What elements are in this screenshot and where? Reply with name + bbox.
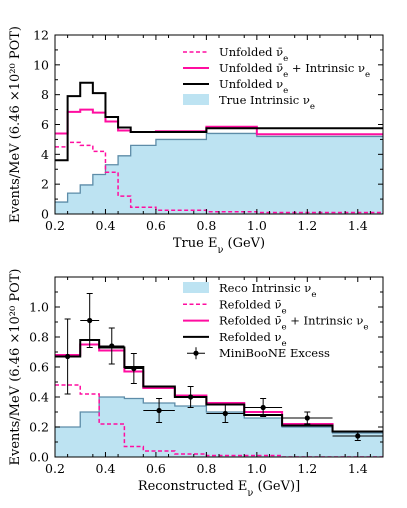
y-tick-label: 0.0 <box>29 450 49 465</box>
y-tick-label: 1.0 <box>29 300 49 315</box>
y-tick-label: 12 <box>33 28 49 43</box>
excess-point <box>222 410 228 417</box>
x-tick-label: 0.8 <box>196 218 216 233</box>
y-tick-label: 10 <box>33 57 49 72</box>
excess-point <box>65 353 71 360</box>
legend-label-ref_nuebar: Refolded ν̄e <box>219 297 287 316</box>
x-tick-label: 0.6 <box>146 461 166 476</box>
x-tick-label: 0.4 <box>96 461 116 476</box>
x-tick-label: 1.0 <box>247 218 267 233</box>
legend-label-ref_sum: Refolded ν̄e + Intrinsic νe <box>219 314 369 333</box>
x-tick-label: 0.2 <box>45 461 65 476</box>
y-axis-label: Events/MeV (6.46 ×10²⁰ POT) <box>8 269 23 466</box>
series-ref_nue-line <box>55 339 383 433</box>
excess-point <box>87 317 93 324</box>
excess-point <box>188 394 194 400</box>
legend-swatch-true_intrinsic <box>183 94 209 105</box>
x-tick-label: 1.4 <box>348 461 368 476</box>
excess-point <box>355 433 361 439</box>
excess-point <box>131 365 137 372</box>
x-tick-label: 0.6 <box>146 218 166 233</box>
x-tick-label: 1.2 <box>297 461 317 476</box>
legend-label-unf_nuebar: Unfolded ν̄e <box>219 45 288 64</box>
series-true_intrinsic-fill <box>55 133 383 214</box>
x-tick-label: 1.4 <box>348 218 368 233</box>
series-unf_sum-line <box>55 108 383 136</box>
y-axis-label: Events/MeV (6.46 ×10²⁰ POT) <box>8 26 23 223</box>
y-tick-label: 0.2 <box>29 420 49 435</box>
legend-label-ref_nue: Refolded νe <box>219 330 287 349</box>
legend-label-reco_intrinsic: Reco Intrinsic νe <box>219 281 316 300</box>
series-ref_nuebar-line <box>55 384 383 457</box>
y-tick-label: 0.8 <box>29 330 49 345</box>
chart-panel-2: 0.2 0.4 0.6 0.8 1.0 1.2 1.40.00.20.40.60.81.0R… <box>8 269 384 499</box>
legend-label-excess: MiniBooNE Excess <box>219 346 330 360</box>
series-unf_nue-line <box>55 81 383 162</box>
y-tick-label: 4 <box>41 147 49 162</box>
legend-label-true_intrinsic: True Intrinsic νe <box>219 93 315 112</box>
legend-label-unf_sum: Unfolded ν̄e + Intrinsic νe <box>219 61 370 80</box>
y-tick-label: 6 <box>41 117 49 132</box>
x-tick-label: 0.8 <box>196 461 216 476</box>
plot-area <box>55 293 383 457</box>
excess-point <box>109 343 115 349</box>
legend-swatch-reco_intrinsic <box>183 282 209 293</box>
x-tick-label: 0.4 <box>96 218 116 233</box>
excess-point <box>156 407 162 414</box>
x-tick-label: 1.2 <box>297 218 317 233</box>
y-tick-label: 0.6 <box>29 360 49 375</box>
chart-panel-1: 0.2 0.4 0.6 0.8 1.0 1.2 1.4 0 2 4 6 8 10 12 True Eν (G… <box>8 26 384 256</box>
y-tick-label: 0 <box>41 207 49 222</box>
x-tick-label: 0.2 <box>45 218 65 233</box>
legend-label-unf_nue: Unfolded νe <box>219 77 288 96</box>
legend-swatch-excess <box>193 350 199 356</box>
y-tick-label: 8 <box>41 87 49 102</box>
y-tick-label: 2 <box>41 177 49 192</box>
excess-point <box>260 404 266 411</box>
x-tick-label: 1.0 <box>247 461 267 476</box>
series-reco_intrinsic-fill <box>55 397 383 457</box>
x-axis-label: Reconstructed Eν (GeV)] <box>138 479 300 499</box>
series-true_intrinsic-edge <box>55 132 383 203</box>
plot-area <box>55 81 383 214</box>
excess-point <box>304 415 310 421</box>
y-tick-label: 0.4 <box>29 390 49 405</box>
x-axis-label: True Eν (GeV) <box>173 236 265 256</box>
